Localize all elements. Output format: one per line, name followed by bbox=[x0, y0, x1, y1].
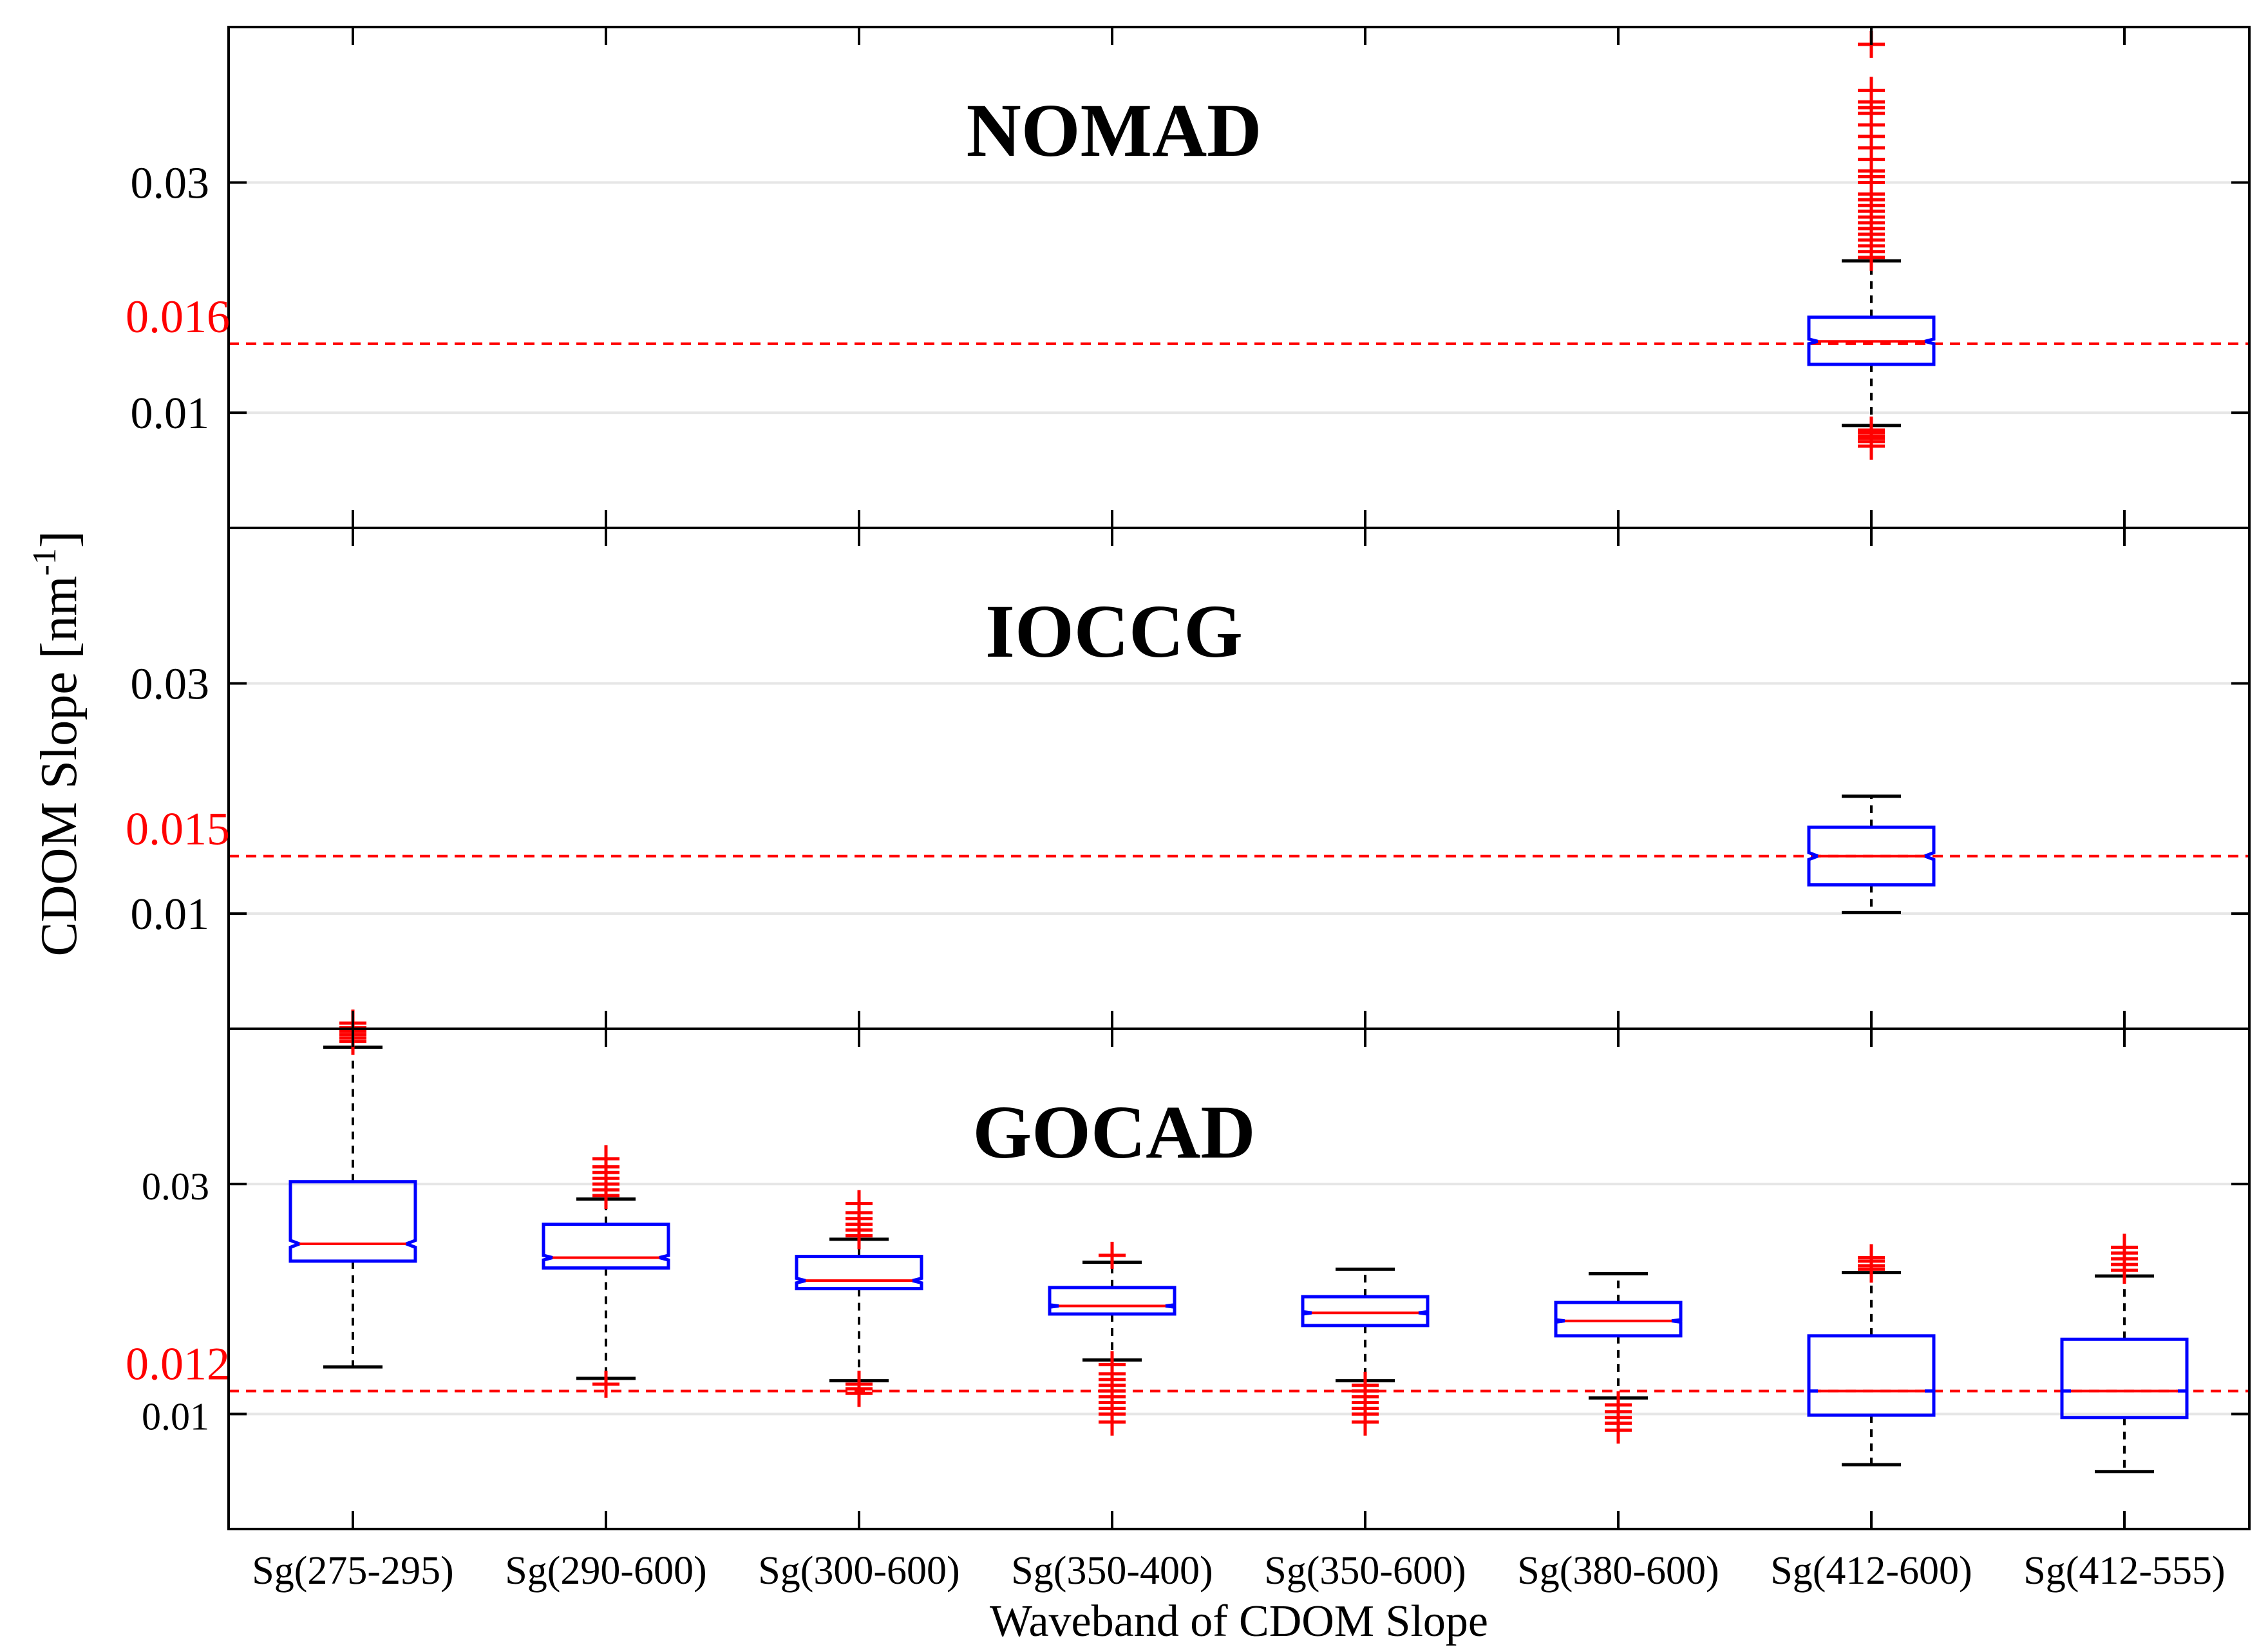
gocad-panel-title: GOCAD bbox=[972, 1090, 1255, 1174]
labels: CDOM Slope [nm-1] Waveband of CDOM Slope… bbox=[26, 88, 2225, 1646]
nomad-reference-label: 0.016 bbox=[126, 291, 230, 343]
tick-marks bbox=[229, 27, 2249, 1529]
box bbox=[1301, 1295, 1430, 1328]
gocad-box-5 bbox=[1554, 1272, 1683, 1444]
gocad-box-7 bbox=[2060, 1234, 2189, 1474]
box bbox=[1554, 1300, 1683, 1338]
axes-frames bbox=[227, 26, 2251, 1530]
outlier-marker bbox=[1352, 1371, 1379, 1399]
nomad-panel-title: NOMAD bbox=[967, 88, 1262, 173]
y-axis-label-superscript: -1 bbox=[26, 548, 63, 576]
gocad-box-4 bbox=[1301, 1267, 1430, 1436]
box bbox=[1807, 1334, 1936, 1417]
x-tick-label: Sg(380-600) bbox=[1517, 1549, 1719, 1593]
x-tick-label: Sg(300-600) bbox=[758, 1549, 959, 1593]
nomad-ytick-label: 0.03 bbox=[131, 158, 210, 208]
x-axis-label: Waveband of CDOM Slope bbox=[990, 1597, 1488, 1646]
ioccg-panel-title: IOCCG bbox=[985, 589, 1243, 673]
outlier-marker bbox=[846, 1370, 873, 1398]
outlier-marker bbox=[1099, 1241, 1126, 1269]
outlier-marker bbox=[1605, 1391, 1632, 1419]
x-tick-label: Sg(412-555) bbox=[2023, 1549, 2225, 1593]
x-tick-label: Sg(350-400) bbox=[1011, 1549, 1213, 1593]
gocad-box-0 bbox=[288, 1009, 417, 1369]
box bbox=[1048, 1286, 1177, 1316]
outlier-marker bbox=[592, 1370, 619, 1398]
outlier-marker bbox=[846, 1190, 873, 1217]
box bbox=[795, 1255, 923, 1291]
y-axis-label: CDOM Slope [nm-1] bbox=[26, 530, 88, 956]
gocad-ytick-label: 0.01 bbox=[142, 1395, 209, 1438]
gocad-box-3 bbox=[1048, 1241, 1177, 1436]
gocad-reference-label: 0.012 bbox=[126, 1338, 230, 1390]
gocad-ytick-label: 0.03 bbox=[142, 1165, 209, 1208]
gocad-box-2 bbox=[795, 1190, 923, 1407]
outlier-marker bbox=[2111, 1234, 2138, 1261]
box bbox=[2060, 1337, 2189, 1420]
box bbox=[288, 1180, 417, 1263]
y-axis-label-close: ] bbox=[31, 530, 88, 548]
x-tick-label: Sg(412-600) bbox=[1770, 1549, 1972, 1593]
outlier-marker bbox=[1858, 1244, 1885, 1272]
boxplots bbox=[288, 30, 2189, 1474]
nomad-box-6 bbox=[1807, 30, 1936, 460]
gocad-box-6 bbox=[1807, 1244, 1936, 1467]
x-tick-label: Sg(350-600) bbox=[1264, 1549, 1466, 1593]
box bbox=[542, 1223, 670, 1270]
nomad-ytick-label: 0.01 bbox=[131, 389, 210, 438]
ioccg-box-6 bbox=[1807, 794, 1936, 914]
gocad-axes-frame bbox=[227, 1028, 2251, 1530]
ioccg-ytick-label: 0.03 bbox=[131, 659, 210, 709]
box bbox=[1807, 315, 1936, 366]
ioccg-ytick-label: 0.01 bbox=[131, 890, 210, 939]
outlier-marker bbox=[1858, 77, 1885, 104]
y-axis-label-main: CDOM Slope [nm bbox=[31, 576, 88, 956]
gocad-box-1 bbox=[542, 1145, 670, 1398]
gridlines bbox=[229, 181, 2249, 1416]
outlier-marker bbox=[1099, 1351, 1126, 1378]
x-tick-label: Sg(290-600) bbox=[505, 1549, 706, 1593]
outlier-marker bbox=[592, 1145, 619, 1172]
box bbox=[1807, 825, 1936, 887]
x-tick-label: Sg(275-295) bbox=[252, 1549, 453, 1593]
reference-lines bbox=[229, 342, 2249, 1393]
outlier-marker bbox=[1858, 433, 1885, 460]
ioccg-reference-label: 0.015 bbox=[126, 803, 230, 855]
